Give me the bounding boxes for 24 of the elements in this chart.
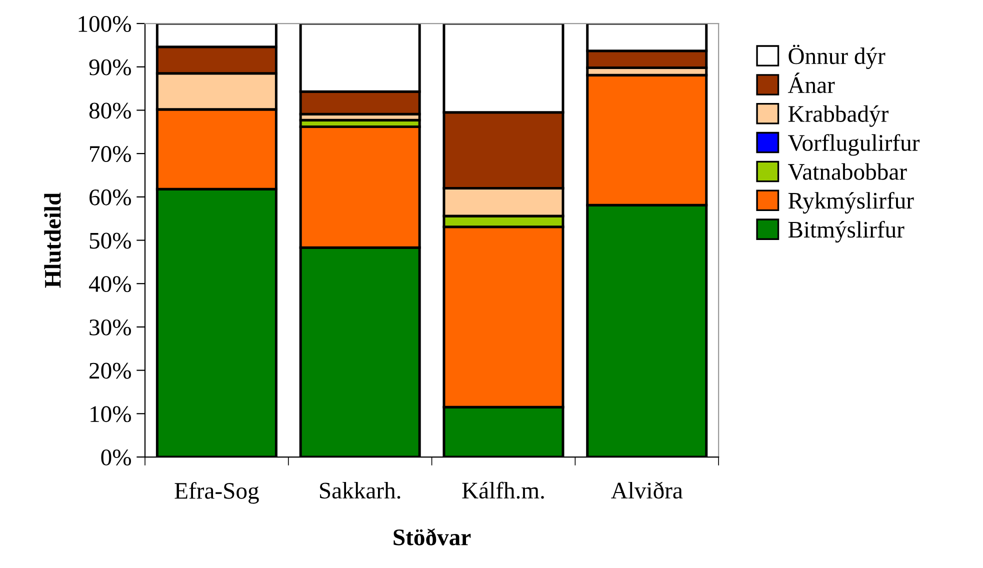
y-tick-label: 70%: [90, 146, 131, 162]
x-tick-label: Sakkarh.: [320, 482, 400, 499]
x-tick-label: Efra-Sog: [174, 482, 259, 504]
legend-label: Vorflugulirfur: [788, 134, 920, 156]
y-tick-label: 30%: [90, 319, 131, 336]
legend-label: Rykmýslirfur: [788, 192, 914, 214]
y-axis-title: Hlutdeild: [44, 192, 61, 288]
legend-label: Ánar: [788, 72, 835, 94]
y-tick-label: 20%: [90, 362, 131, 379]
y-tick-label: 10%: [90, 406, 131, 422]
legend-label: Vatnabobbar: [788, 163, 907, 180]
x-axis-title: Stöðvar: [394, 528, 471, 546]
y-tick-label: 40%: [88, 276, 131, 292]
legend-label: Krabbadýr: [788, 105, 888, 127]
y-tick-label: 60%: [90, 189, 131, 206]
y-tick-label: 100%: [78, 16, 131, 32]
x-tick-label: Kálfh.m.: [462, 482, 544, 499]
x-tick-label: Alviðra: [611, 482, 683, 499]
y-tick-label: 80%: [89, 102, 131, 119]
legend-label: Önnur dýr: [788, 44, 886, 70]
y-tick-label: 90%: [89, 59, 131, 76]
legend-label: Bitmýslirfur: [788, 220, 904, 243]
y-tick-label: 50%: [90, 232, 131, 249]
y-tick-label: 0%: [101, 450, 131, 466]
